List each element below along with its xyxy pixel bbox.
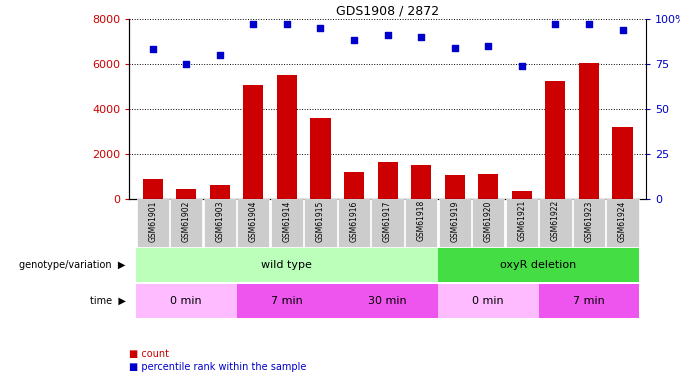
FancyBboxPatch shape	[137, 199, 169, 247]
Title: GDS1908 / 2872: GDS1908 / 2872	[336, 4, 439, 18]
Bar	[344, 172, 364, 199]
FancyBboxPatch shape	[539, 199, 571, 247]
Text: GSM61902: GSM61902	[182, 200, 191, 242]
Text: GSM61921: GSM61921	[517, 200, 526, 242]
Text: 0 min: 0 min	[473, 296, 504, 306]
Bar	[209, 185, 230, 199]
FancyBboxPatch shape	[305, 199, 337, 247]
Text: 0 min: 0 min	[171, 296, 202, 306]
Point	[315, 25, 326, 31]
FancyBboxPatch shape	[371, 199, 404, 247]
Text: 7 min: 7 min	[271, 296, 303, 306]
FancyBboxPatch shape	[237, 199, 269, 247]
Bar	[411, 165, 431, 199]
FancyBboxPatch shape	[204, 199, 236, 247]
Point	[148, 46, 158, 53]
Text: GSM61901: GSM61901	[148, 200, 157, 242]
FancyBboxPatch shape	[438, 284, 539, 318]
FancyBboxPatch shape	[338, 199, 370, 247]
Bar	[310, 118, 330, 199]
Text: wild type: wild type	[262, 260, 312, 270]
FancyBboxPatch shape	[136, 284, 237, 318]
Point	[214, 52, 225, 58]
Point	[282, 21, 292, 27]
Point	[248, 21, 259, 27]
Text: GSM61923: GSM61923	[584, 200, 594, 242]
Text: 7 min: 7 min	[573, 296, 605, 306]
Bar	[512, 191, 532, 199]
FancyBboxPatch shape	[506, 199, 538, 247]
Text: GSM61919: GSM61919	[450, 200, 459, 242]
FancyBboxPatch shape	[271, 199, 303, 247]
FancyBboxPatch shape	[237, 284, 337, 318]
Bar	[277, 75, 297, 199]
FancyBboxPatch shape	[438, 248, 639, 282]
Bar	[377, 162, 398, 199]
Point	[583, 21, 594, 27]
FancyBboxPatch shape	[573, 199, 605, 247]
Text: ■ count: ■ count	[129, 349, 169, 359]
Text: GSM61918: GSM61918	[417, 200, 426, 242]
Point	[550, 21, 561, 27]
FancyBboxPatch shape	[405, 199, 437, 247]
FancyBboxPatch shape	[170, 199, 203, 247]
Bar	[176, 189, 197, 199]
FancyBboxPatch shape	[136, 248, 438, 282]
Text: GSM61917: GSM61917	[383, 200, 392, 242]
Bar	[243, 85, 263, 199]
Bar	[579, 63, 599, 199]
Text: 30 min: 30 min	[369, 296, 407, 306]
Text: ■ percentile rank within the sample: ■ percentile rank within the sample	[129, 362, 307, 372]
Text: GSM61915: GSM61915	[316, 200, 325, 242]
FancyBboxPatch shape	[539, 284, 639, 318]
Text: GSM61922: GSM61922	[551, 200, 560, 242]
Point	[516, 63, 527, 69]
Text: GSM61924: GSM61924	[618, 200, 627, 242]
Bar	[545, 81, 566, 199]
Point	[449, 45, 460, 51]
FancyBboxPatch shape	[337, 284, 438, 318]
Bar	[445, 175, 465, 199]
Point	[483, 43, 494, 49]
Bar	[613, 127, 632, 199]
Point	[181, 61, 192, 67]
Text: time  ▶: time ▶	[90, 296, 126, 306]
FancyBboxPatch shape	[472, 199, 505, 247]
Text: GSM61903: GSM61903	[216, 200, 224, 242]
Text: oxyR deletion: oxyR deletion	[500, 260, 577, 270]
FancyBboxPatch shape	[439, 199, 471, 247]
Point	[617, 27, 628, 33]
Point	[415, 34, 426, 40]
Text: GSM61920: GSM61920	[483, 200, 493, 242]
FancyBboxPatch shape	[607, 199, 639, 247]
Text: genotype/variation  ▶: genotype/variation ▶	[20, 260, 126, 270]
Point	[349, 38, 360, 44]
Text: GSM61916: GSM61916	[350, 200, 358, 242]
Text: GSM61904: GSM61904	[249, 200, 258, 242]
Bar	[143, 178, 163, 199]
Bar	[478, 174, 498, 199]
Point	[382, 32, 393, 38]
Text: GSM61914: GSM61914	[282, 200, 292, 242]
